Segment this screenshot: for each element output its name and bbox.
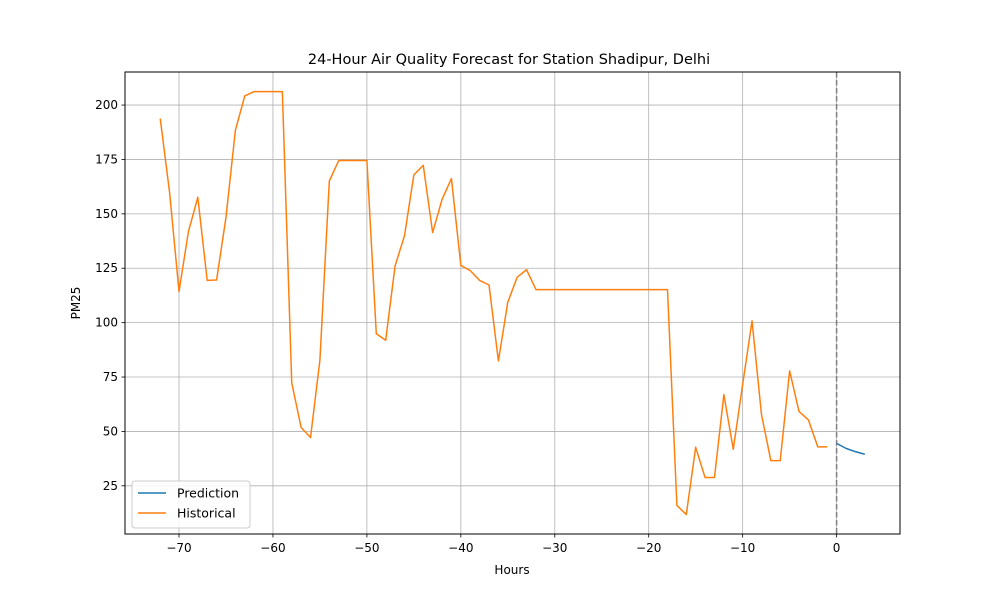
x-tick-label: 0 bbox=[833, 541, 841, 555]
y-axis-label: PM25 bbox=[69, 287, 83, 320]
y-tick-label: 25 bbox=[103, 479, 118, 493]
series-layer bbox=[159, 72, 865, 534]
x-axis-label: Hours bbox=[494, 563, 529, 577]
legend-label: Prediction bbox=[177, 486, 239, 501]
y-tick-label: 50 bbox=[103, 424, 118, 438]
y-tick-label: 100 bbox=[95, 316, 118, 330]
legend-label: Historical bbox=[177, 506, 236, 521]
x-tick-label: −50 bbox=[354, 541, 379, 555]
x-tick-label: −70 bbox=[166, 541, 191, 555]
y-tick-label: 150 bbox=[95, 207, 118, 221]
y-tick-label: 200 bbox=[95, 98, 118, 112]
x-tick-label: −10 bbox=[730, 541, 755, 555]
series-line-prediction bbox=[836, 442, 865, 455]
x-axis: −70 −60 −50 −40 −30 −20 −10 0 bbox=[166, 534, 840, 555]
chart-title: 24-Hour Air Quality Forecast for Station… bbox=[308, 52, 710, 68]
y-tick-label: 125 bbox=[95, 261, 118, 275]
series-line-historical bbox=[159, 90, 828, 516]
x-tick-label: −30 bbox=[542, 541, 567, 555]
x-tick-label: −60 bbox=[260, 541, 285, 555]
plot-frame bbox=[124, 71, 901, 535]
grid-lines bbox=[125, 72, 900, 534]
x-tick-label: −40 bbox=[448, 541, 473, 555]
y-tick-label: 75 bbox=[103, 370, 118, 384]
legend: Prediction Historical bbox=[131, 480, 251, 529]
y-axis: 25 50 75 100 125 150 175 200 bbox=[95, 98, 125, 493]
y-tick-label: 175 bbox=[95, 152, 118, 166]
x-tick-label: −20 bbox=[636, 541, 661, 555]
